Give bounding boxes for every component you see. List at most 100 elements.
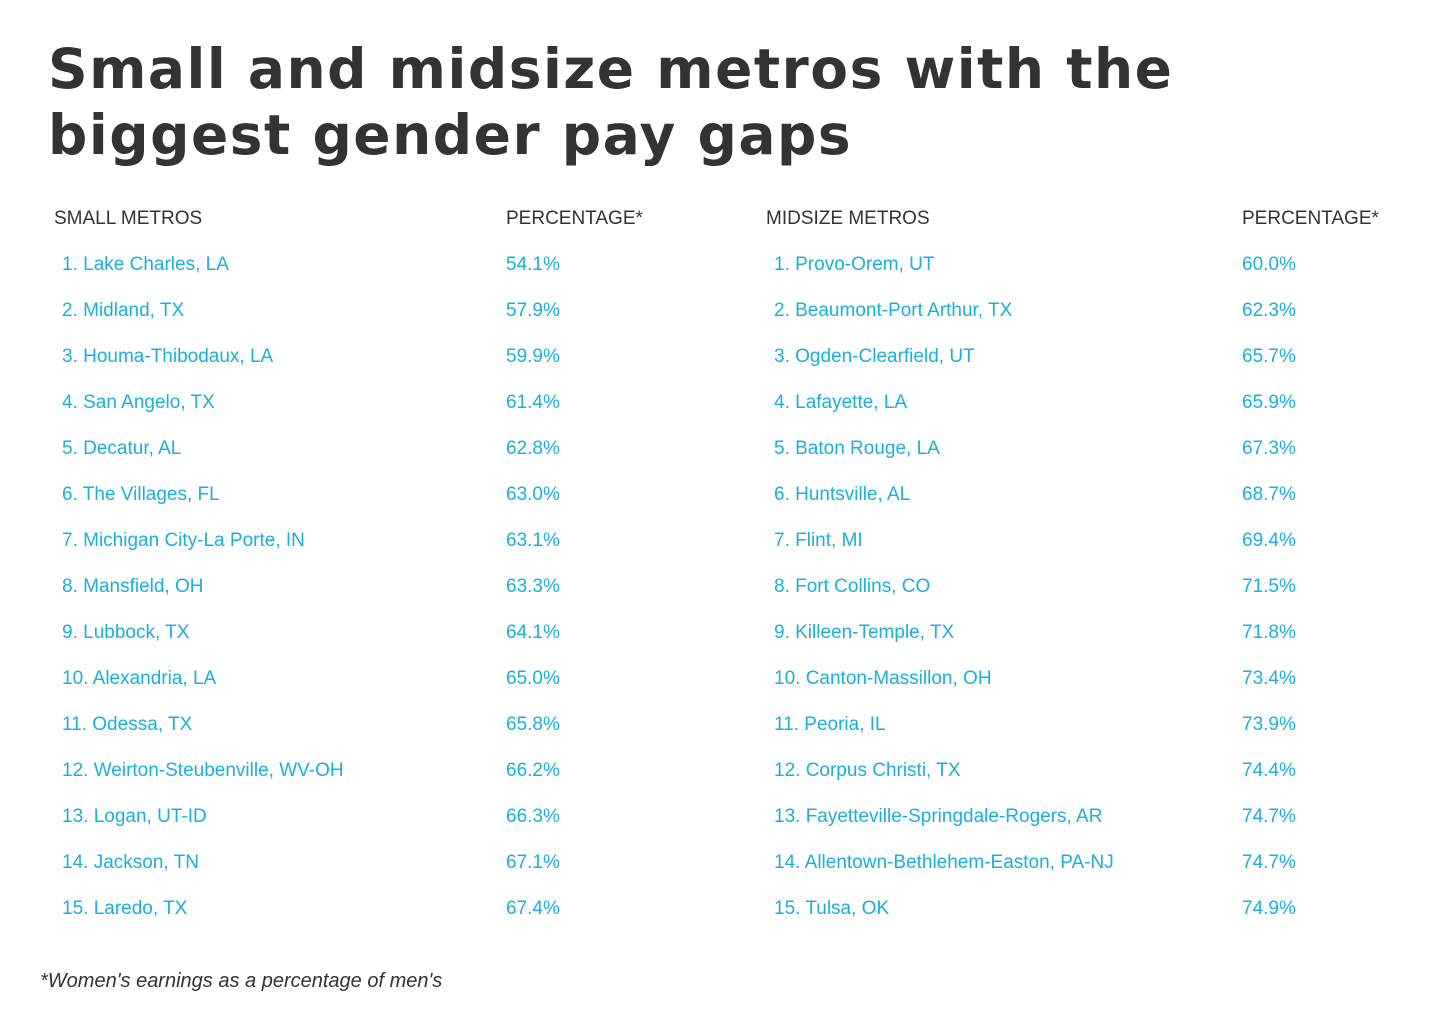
table-row: 15. Laredo, TX 67.4% bbox=[54, 886, 694, 932]
metro-name: 9. Killeen-Temple, TX bbox=[774, 622, 955, 643]
metro-name: 2. Beaumont-Port Arthur, TX bbox=[774, 300, 1013, 321]
table-row: 13. Fayetteville-Springdale-Rogers, AR 74… bbox=[766, 794, 1406, 840]
table-row: 8. Fort Collins, CO 71.5% bbox=[766, 564, 1406, 610]
chart-title: Small and midsize metros with the bigges… bbox=[48, 37, 1174, 167]
table-row: 14. Allentown-Bethlehem-Easton, PA-NJ 74.… bbox=[766, 840, 1406, 886]
metro-percentage: 69.4% bbox=[1242, 530, 1296, 551]
table-row: 5. Baton Rouge, LA 67.3% bbox=[766, 426, 1406, 472]
metro-percentage: 60.0% bbox=[1242, 254, 1296, 275]
metro-percentage: 67.3% bbox=[1242, 438, 1296, 459]
table-row: 9. Lubbock, TX 64.1% bbox=[54, 610, 694, 656]
metro-name: 14. Allentown-Bethlehem-Easton, PA-NJ bbox=[774, 852, 1114, 873]
table-row: 12. Corpus Christi, TX 74.4% bbox=[766, 748, 1406, 794]
small-metros-rows: 1. Lake Charles, LA 54.1% 2. Midland, TX 57… bbox=[54, 242, 694, 932]
metro-name: 14. Jackson, TN bbox=[62, 852, 199, 873]
metro-name: 3. Ogden-Clearfield, UT bbox=[774, 346, 975, 367]
metro-percentage: 63.0% bbox=[506, 484, 560, 505]
table-row: 2. Beaumont-Port Arthur, TX 62.3% bbox=[766, 288, 1406, 334]
metro-name: 13. Fayetteville-Springdale-Rogers, AR bbox=[774, 806, 1103, 827]
midsize-metros-header: MIDSIZE METROS bbox=[766, 208, 930, 229]
metro-name: 7. Flint, MI bbox=[774, 530, 863, 551]
metro-name: 4. Lafayette, LA bbox=[774, 392, 908, 413]
table-row: 10. Alexandria, LA 65.0% bbox=[54, 656, 694, 702]
table-row: 9. Killeen-Temple, TX 71.8% bbox=[766, 610, 1406, 656]
table-row: 13. Logan, UT-ID 66.3% bbox=[54, 794, 694, 840]
metro-name: 6. Huntsville, AL bbox=[774, 484, 911, 505]
table-row: 5. Decatur, AL 62.8% bbox=[54, 426, 694, 472]
metro-name: 15. Laredo, TX bbox=[62, 898, 188, 919]
small-metros-header: SMALL METROS bbox=[54, 208, 203, 229]
metro-name: 1. Lake Charles, LA bbox=[62, 254, 229, 275]
metro-percentage: 64.1% bbox=[506, 622, 560, 643]
metro-percentage: 66.2% bbox=[506, 760, 560, 781]
table-row: 3. Houma-Thibodaux, LA 59.9% bbox=[54, 334, 694, 380]
metro-percentage: 65.8% bbox=[506, 714, 560, 735]
table-row: 4. San Angelo, TX 61.4% bbox=[54, 380, 694, 426]
midsize-metros-table: MIDSIZE METROS PERCENTAGE* 1. Provo-Orem… bbox=[766, 196, 1406, 932]
table-row: 12. Weirton-Steubenville, WV-OH 66.2% bbox=[54, 748, 694, 794]
table-row: 7. Michigan City-La Porte, IN 63.1% bbox=[54, 518, 694, 564]
table-row: 4. Lafayette, LA 65.9% bbox=[766, 380, 1406, 426]
metro-percentage: 71.5% bbox=[1242, 576, 1296, 597]
metro-percentage: 62.8% bbox=[506, 438, 560, 459]
metro-percentage: 54.1% bbox=[506, 254, 560, 275]
metro-name: 2. Midland, TX bbox=[62, 300, 185, 321]
metro-percentage: 59.9% bbox=[506, 346, 560, 367]
table-row: 3. Ogden-Clearfield, UT 65.7% bbox=[766, 334, 1406, 380]
metro-name: 12. Weirton-Steubenville, WV-OH bbox=[62, 760, 344, 781]
metro-name: 3. Houma-Thibodaux, LA bbox=[62, 346, 274, 367]
table-row: 8. Mansfield, OH 63.3% bbox=[54, 564, 694, 610]
metro-percentage: 57.9% bbox=[506, 300, 560, 321]
table-row: 14. Jackson, TN 67.1% bbox=[54, 840, 694, 886]
metro-percentage: 65.0% bbox=[506, 668, 560, 689]
metro-name: 1. Provo-Orem, UT bbox=[774, 254, 935, 275]
metro-name: 9. Lubbock, TX bbox=[62, 622, 190, 643]
table-row: 11. Peoria, IL 73.9% bbox=[766, 702, 1406, 748]
metro-percentage: 71.8% bbox=[1242, 622, 1296, 643]
metro-percentage: 62.3% bbox=[1242, 300, 1296, 321]
metro-name: 11. Peoria, IL bbox=[774, 714, 886, 735]
metro-name: 6. The Villages, FL bbox=[62, 484, 220, 505]
metro-name: 7. Michigan City-La Porte, IN bbox=[62, 530, 305, 551]
table-row: 7. Flint, MI 69.4% bbox=[766, 518, 1406, 564]
metro-name: 11. Odessa, TX bbox=[62, 714, 193, 735]
small-metros-table: SMALL METROS PERCENTAGE* 1. Lake Charles… bbox=[54, 196, 694, 932]
table-row: 2. Midland, TX 57.9% bbox=[54, 288, 694, 334]
table-row: 1. Provo-Orem, UT 60.0% bbox=[766, 242, 1406, 288]
metro-name: 13. Logan, UT-ID bbox=[62, 806, 207, 827]
metro-name: 10. Canton-Massillon, OH bbox=[774, 668, 992, 689]
metro-name: 5. Decatur, AL bbox=[62, 438, 182, 459]
metro-name: 10. Alexandria, LA bbox=[62, 668, 217, 689]
table-row: 10. Canton-Massillon, OH 73.4% bbox=[766, 656, 1406, 702]
table-row: 6. The Villages, FL 63.0% bbox=[54, 472, 694, 518]
metro-percentage: 65.9% bbox=[1242, 392, 1296, 413]
small-percentage-header: PERCENTAGE* bbox=[506, 208, 643, 229]
metro-percentage: 61.4% bbox=[506, 392, 560, 413]
metro-percentage: 63.3% bbox=[506, 576, 560, 597]
metro-name: 15. Tulsa, OK bbox=[774, 898, 890, 919]
metro-percentage: 68.7% bbox=[1242, 484, 1296, 505]
table-row: 11. Odessa, TX 65.8% bbox=[54, 702, 694, 748]
metro-percentage: 73.9% bbox=[1242, 714, 1296, 735]
metro-name: 12. Corpus Christi, TX bbox=[774, 760, 961, 781]
midsize-metros-rows: 1. Provo-Orem, UT 60.0% 2. Beaumont-Port A… bbox=[766, 242, 1406, 932]
metro-percentage: 65.7% bbox=[1242, 346, 1296, 367]
midsize-percentage-header: PERCENTAGE* bbox=[1242, 208, 1379, 229]
metro-percentage: 73.4% bbox=[1242, 668, 1296, 689]
metro-percentage: 74.4% bbox=[1242, 760, 1296, 781]
metro-percentage: 74.7% bbox=[1242, 852, 1296, 873]
footnote: *Women's earnings as a percentage of men… bbox=[40, 970, 443, 992]
metro-percentage: 67.4% bbox=[506, 898, 560, 919]
metro-percentage: 63.1% bbox=[506, 530, 560, 551]
metro-name: 8. Mansfield, OH bbox=[62, 576, 204, 597]
metro-name: 4. San Angelo, TX bbox=[62, 392, 215, 413]
metro-name: 5. Baton Rouge, LA bbox=[774, 438, 940, 459]
table-row: 1. Lake Charles, LA 54.1% bbox=[54, 242, 694, 288]
metro-percentage: 74.7% bbox=[1242, 806, 1296, 827]
metro-percentage: 67.1% bbox=[506, 852, 560, 873]
metro-name: 8. Fort Collins, CO bbox=[774, 576, 931, 597]
metro-percentage: 66.3% bbox=[506, 806, 560, 827]
table-row: 15. Tulsa, OK 74.9% bbox=[766, 886, 1406, 932]
metro-percentage: 74.9% bbox=[1242, 898, 1296, 919]
table-row: 6. Huntsville, AL 68.7% bbox=[766, 472, 1406, 518]
